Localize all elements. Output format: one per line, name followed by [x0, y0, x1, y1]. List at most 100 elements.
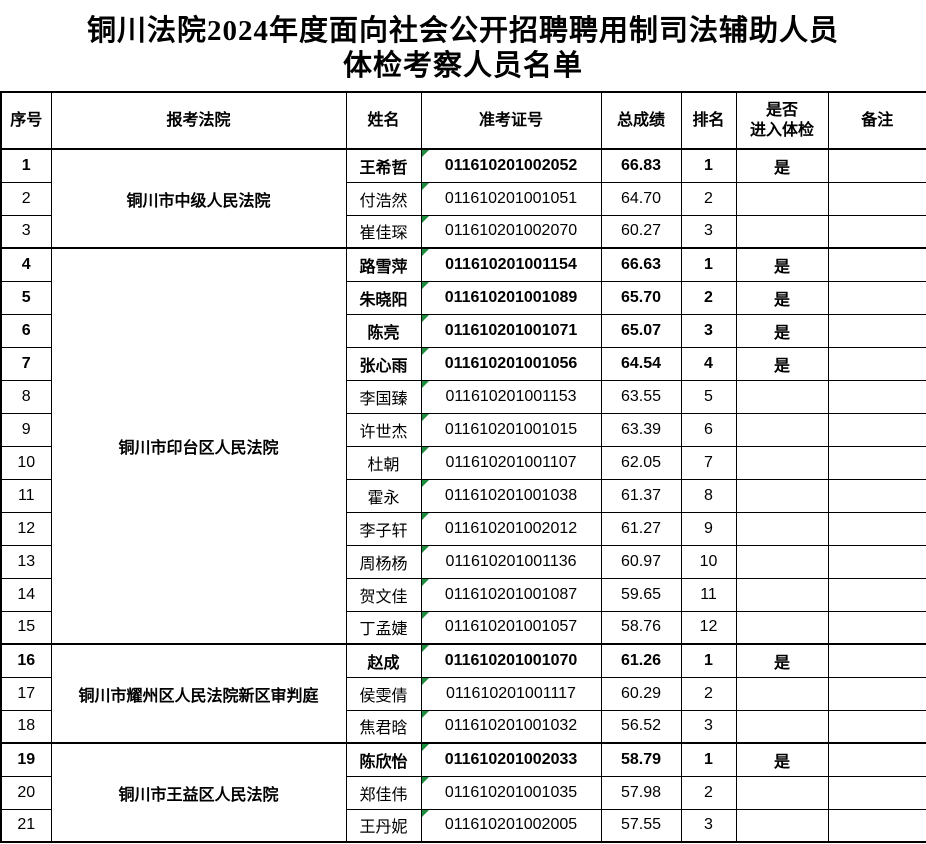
physical-exam-cell [735, 676, 829, 711]
name-cell: 李子轩 [345, 511, 422, 546]
serial-cell: 9 [0, 412, 52, 447]
serial-cell: 16 [0, 643, 52, 678]
serial-cell: 10 [0, 445, 52, 480]
remark-cell [827, 412, 926, 447]
serial-cell: 7 [0, 346, 52, 381]
rank-cell: 3 [680, 214, 737, 249]
ticket-cell: 011610201001107 [420, 445, 602, 480]
physical-exam-cell [735, 511, 829, 546]
ticket-cell: 011610201001071 [420, 313, 602, 348]
physical-exam-cell [735, 610, 829, 645]
number-stored-as-text-marker-icon [422, 678, 429, 685]
name-cell: 张心雨 [345, 346, 422, 381]
number-stored-as-text-marker-icon [422, 447, 429, 454]
rank-cell: 3 [680, 709, 737, 744]
number-stored-as-text-marker-icon [422, 546, 429, 553]
number-stored-as-text-marker-icon [422, 810, 429, 817]
column-header-name: 姓名 [345, 91, 422, 150]
rank-cell: 6 [680, 412, 737, 447]
name-cell: 陈欣怡 [345, 742, 422, 777]
physical-exam-cell [735, 709, 829, 744]
score-cell: 66.63 [600, 247, 682, 282]
ticket-cell: 011610201001051 [420, 181, 602, 216]
number-stored-as-text-marker-icon [422, 151, 429, 157]
physical-exam-cell: 是 [735, 313, 829, 348]
physical-exam-cell: 是 [735, 247, 829, 282]
ticket-cell: 011610201001070 [420, 643, 602, 678]
ticket-cell: 011610201002005 [420, 808, 602, 843]
physical-exam-cell [735, 181, 829, 216]
physical-exam-cell: 是 [735, 148, 829, 183]
remark-cell [827, 478, 926, 513]
document-title: 铜川法院2024年度面向社会公开招聘聘用制司法辅助人员 体检考察人员名单 [0, 0, 926, 91]
number-stored-as-text-marker-icon [422, 480, 429, 487]
serial-cell: 1 [0, 148, 52, 183]
physical-exam-cell: 是 [735, 742, 829, 777]
remark-cell [827, 247, 926, 282]
score-cell: 57.98 [600, 775, 682, 810]
score-cell: 62.05 [600, 445, 682, 480]
remark-cell [827, 775, 926, 810]
name-cell: 焦君晗 [345, 709, 422, 744]
number-stored-as-text-marker-icon [422, 612, 429, 619]
name-cell: 许世杰 [345, 412, 422, 447]
table-row: 19 铜川市王益区人民法院 陈欣怡 011610201002033 58.79 1 是 [0, 742, 926, 843]
name-cell: 丁孟婕 [345, 610, 422, 645]
ticket-cell: 011610201002033 [420, 742, 602, 777]
table-row: 6 陈亮 011610201001071 65.07 3 是 [0, 313, 926, 348]
ticket-cell: 011610201001056 [420, 346, 602, 381]
rank-cell: 2 [680, 676, 737, 711]
table-row: 17 侯雯倩 011610201001117 60.29 2 [0, 676, 926, 711]
remark-cell [827, 445, 926, 480]
score-cell: 64.70 [600, 181, 682, 216]
remark-cell [827, 742, 926, 777]
remark-cell [827, 181, 926, 216]
serial-cell: 2 [0, 181, 52, 216]
serial-cell: 11 [0, 478, 52, 513]
column-header-court: 报考法院 [50, 91, 347, 150]
name-cell: 霍永 [345, 478, 422, 513]
rank-cell: 9 [680, 511, 737, 546]
remark-cell [827, 511, 926, 546]
ticket-cell: 011610201001015 [420, 412, 602, 447]
serial-cell: 12 [0, 511, 52, 546]
score-cell: 61.26 [600, 643, 682, 678]
serial-cell: 6 [0, 313, 52, 348]
name-cell: 王希哲 [345, 148, 422, 183]
name-cell: 朱晓阳 [345, 280, 422, 315]
column-header-physical: 是否 进入体检 [735, 91, 829, 150]
rank-cell: 12 [680, 610, 737, 645]
remark-cell [827, 577, 926, 612]
court-cell: 铜川市耀州区人民法院新区审判庭 [50, 643, 347, 744]
ticket-cell: 011610201001035 [420, 775, 602, 810]
physical-exam-cell [735, 445, 829, 480]
physical-exam-cell [735, 544, 829, 579]
score-cell: 63.39 [600, 412, 682, 447]
title-line-1: 铜川法院2024年度面向社会公开招聘聘用制司法辅助人员 [86, 15, 839, 47]
rank-cell: 1 [680, 643, 737, 678]
name-cell: 赵成 [345, 643, 422, 678]
score-cell: 59.65 [600, 577, 682, 612]
name-cell: 李国臻 [345, 379, 422, 414]
rank-cell: 10 [680, 544, 737, 579]
table-row: 21 王丹妮 011610201002005 57.55 3 [0, 808, 926, 843]
serial-cell: 5 [0, 280, 52, 315]
score-cell: 58.79 [600, 742, 682, 777]
rank-cell: 3 [680, 313, 737, 348]
ticket-cell: 011610201002052 [420, 148, 602, 183]
physical-exam-cell [735, 412, 829, 447]
rank-cell: 1 [680, 148, 737, 183]
court-cell: 铜川市中级人民法院 [50, 148, 347, 249]
rank-cell: 5 [680, 379, 737, 414]
remark-cell [827, 346, 926, 381]
court-cell: 铜川市王益区人民法院 [50, 742, 347, 843]
name-cell: 王丹妮 [345, 808, 422, 843]
score-cell: 64.54 [600, 346, 682, 381]
table-row: 14 贺文佳 011610201001087 59.65 11 [0, 577, 926, 612]
table-row: 11 霍永 011610201001038 61.37 8 [0, 478, 926, 513]
serial-cell: 18 [0, 709, 52, 744]
ticket-cell: 011610201001117 [420, 676, 602, 711]
column-header-ticket: 准考证号 [420, 91, 602, 150]
score-cell: 61.37 [600, 478, 682, 513]
physical-exam-cell: 是 [735, 346, 829, 381]
